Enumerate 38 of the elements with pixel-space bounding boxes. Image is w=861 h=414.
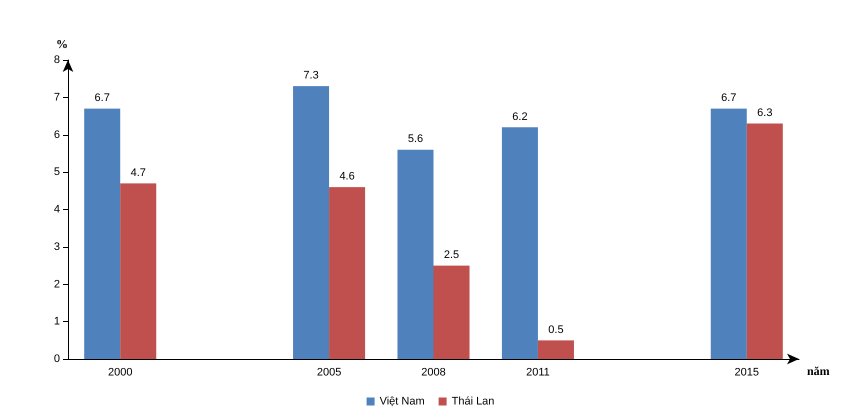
y-tick-label: 1 xyxy=(54,316,60,328)
y-tick-label: 6 xyxy=(54,128,60,141)
legend-label: Thái Lan xyxy=(452,396,494,408)
data-label: 4.6 xyxy=(339,170,355,183)
bar xyxy=(538,340,574,359)
bar xyxy=(746,124,783,359)
y-tick-label: 8 xyxy=(54,54,60,66)
data-label: 4.7 xyxy=(130,166,146,179)
data-label: 6.2 xyxy=(512,110,528,123)
bar xyxy=(710,108,747,359)
x-tick-label: 2008 xyxy=(421,366,446,378)
bar xyxy=(120,183,156,359)
data-label: 5.6 xyxy=(408,133,424,146)
bar xyxy=(329,187,366,359)
x-tick-label: 2000 xyxy=(108,366,132,378)
y-tick-label: 5 xyxy=(54,166,60,178)
bar xyxy=(434,266,470,359)
data-label: 2.5 xyxy=(444,249,460,262)
bar xyxy=(502,127,538,359)
bar xyxy=(84,108,120,359)
y-tick-label: 4 xyxy=(54,204,60,216)
x-tick-label: 2011 xyxy=(526,366,550,378)
y-tick-label: 2 xyxy=(54,278,60,290)
data-label: 6.3 xyxy=(757,107,772,120)
y-axis-title: % xyxy=(56,37,68,51)
data-label: 7.3 xyxy=(303,70,319,82)
bar xyxy=(397,150,434,359)
x-axis-title: năm xyxy=(807,364,830,378)
legend-label: Việt Nam xyxy=(380,396,425,408)
bar xyxy=(293,86,330,359)
data-label: 0.5 xyxy=(548,324,564,336)
y-tick-label: 7 xyxy=(54,91,60,104)
x-tick-label: 2015 xyxy=(734,366,760,378)
x-tick-label: 2005 xyxy=(316,366,342,378)
data-label: 6.7 xyxy=(94,92,110,104)
y-tick-label: 3 xyxy=(54,240,60,253)
y-tick-label: 0 xyxy=(54,353,60,365)
data-label: 6.7 xyxy=(721,92,736,104)
